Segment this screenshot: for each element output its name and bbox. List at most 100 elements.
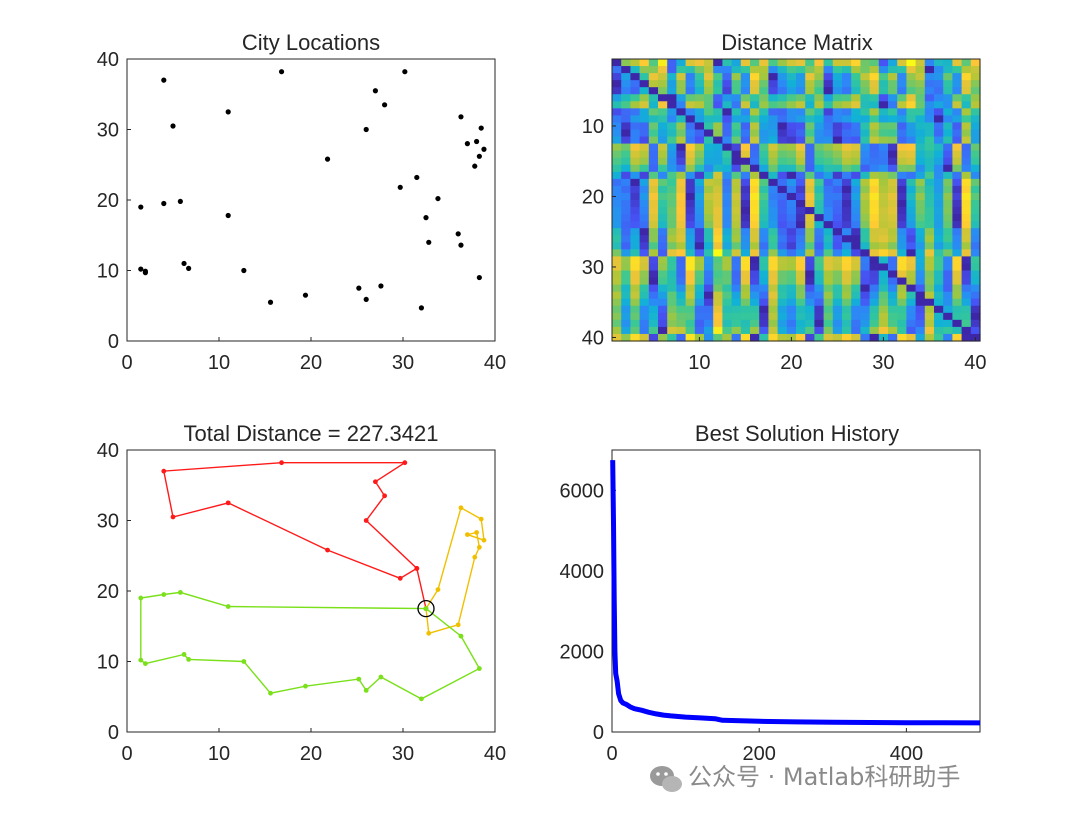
heatmap-cell (786, 298, 797, 307)
heatmap-cell (851, 136, 861, 145)
heatmap-cell (786, 136, 797, 145)
heatmap-cell (704, 192, 714, 201)
heatmap-cell (924, 66, 935, 74)
heatmap-cell (713, 108, 723, 116)
distance-matrix-title: Distance Matrix (721, 30, 873, 55)
city-point (418, 305, 424, 311)
route-green-point (138, 657, 144, 663)
heatmap-cell (961, 164, 972, 173)
heatmap-cell (630, 87, 641, 95)
heatmap-cell (786, 312, 797, 321)
heatmap-cell (750, 143, 760, 152)
heatmap-cell (842, 319, 852, 328)
heatmap-cell (952, 291, 963, 300)
city-point (435, 195, 441, 202)
heatmap-cell (777, 270, 788, 279)
heatmap-cell (621, 242, 631, 250)
heatmap-cell (961, 284, 972, 293)
heatmap-cell (740, 150, 751, 159)
heatmap-cell (860, 73, 871, 81)
heatmap-cell (823, 228, 834, 236)
heatmap-cell (777, 192, 788, 201)
heatmap-cell (869, 270, 880, 279)
heatmap-cell (786, 73, 797, 81)
heatmap-cell (777, 214, 788, 222)
heatmap-cell (658, 242, 668, 250)
heatmap-cell (796, 312, 806, 321)
heatmap-cell (796, 291, 806, 300)
heatmap-cell (906, 115, 917, 124)
heatmap-cell (869, 235, 880, 243)
heatmap-cell (658, 333, 668, 342)
history-axes (611, 449, 981, 733)
heatmap-cell (805, 192, 815, 201)
heatmap-cell (970, 249, 981, 257)
heatmap-cell (658, 326, 668, 335)
heatmap-cell (676, 136, 687, 145)
heatmap-cell (658, 101, 668, 109)
heatmap-cell (731, 207, 742, 215)
heatmap-cell (970, 312, 981, 321)
heatmap-cell (713, 157, 723, 166)
heatmap-cell (805, 101, 815, 109)
heatmap-cell (612, 164, 622, 173)
heatmap-cell (704, 101, 714, 109)
heatmap-cell (851, 319, 861, 328)
heatmap-cell (888, 171, 898, 180)
heatmap-cell (878, 284, 889, 293)
heatmap-cell (970, 284, 981, 293)
distance-matrix-axes (611, 58, 981, 342)
heatmap-cell (676, 143, 687, 152)
heatmap-cell (713, 312, 723, 321)
heatmap-cell (970, 185, 981, 194)
heatmap-cell (648, 73, 659, 81)
heatmap-cell (796, 221, 806, 229)
heatmap-cell (888, 291, 898, 300)
heatmap-cell (777, 108, 788, 116)
heatmap-cell (869, 291, 880, 300)
heatmap-cell (786, 242, 797, 250)
heatmap-cell (906, 94, 917, 102)
heatmap-cell (961, 235, 972, 243)
heatmap-cell (934, 270, 944, 279)
city-point (170, 123, 176, 129)
heatmap-cell (777, 277, 788, 286)
heatmap-cell (924, 298, 935, 307)
heatmap-cell (630, 150, 641, 159)
route-green-point (458, 633, 464, 639)
heatmap-cell (924, 242, 935, 250)
heatmap-cell (897, 192, 907, 201)
heatmap-cell (814, 256, 825, 265)
heatmap-cell (630, 157, 641, 166)
heatmap-cell (676, 73, 687, 81)
heatmap-cell (943, 256, 953, 265)
heatmap-cell (658, 319, 668, 328)
heatmap-cell (805, 284, 815, 293)
heatmap-cell (685, 115, 696, 124)
heatmap-cell (786, 319, 797, 328)
heatmap-cell (630, 192, 641, 201)
heatmap-cell (722, 326, 733, 335)
heatmap-cell (888, 326, 898, 335)
heatmap-cell (796, 249, 806, 257)
heatmap-cell (630, 249, 641, 257)
heatmap-cell (694, 59, 705, 67)
heatmap-cell (676, 277, 687, 286)
heatmap-cell (823, 277, 834, 286)
heatmap-cell (888, 157, 898, 166)
heatmap-cell (713, 298, 723, 307)
heatmap-cell (667, 291, 677, 300)
heatmap-cell (796, 59, 806, 67)
heatmap-cell (869, 277, 880, 286)
heatmap-cell (970, 80, 981, 88)
heatmap-cell (924, 94, 935, 102)
heatmap-cell (961, 263, 972, 272)
heatmap-cell (851, 150, 861, 159)
route-green-point (225, 604, 231, 609)
heatmap-cell (878, 200, 889, 208)
heatmap-cell (805, 242, 815, 250)
heatmap-cell (961, 298, 972, 307)
heatmap-cell (750, 185, 760, 194)
heatmap-cell (869, 305, 880, 314)
